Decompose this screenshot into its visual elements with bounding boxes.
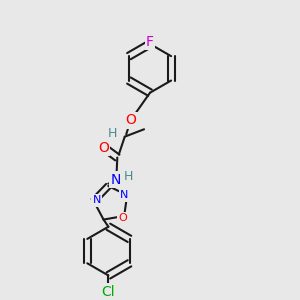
Text: O: O [125, 113, 136, 127]
Text: N: N [111, 173, 121, 187]
Text: Cl: Cl [102, 285, 115, 299]
Text: O: O [118, 213, 127, 223]
Text: H: H [108, 127, 117, 140]
Text: N: N [120, 190, 128, 200]
Text: N: N [92, 196, 101, 206]
Text: H: H [124, 170, 133, 183]
Text: O: O [98, 141, 109, 155]
Text: F: F [146, 34, 154, 49]
